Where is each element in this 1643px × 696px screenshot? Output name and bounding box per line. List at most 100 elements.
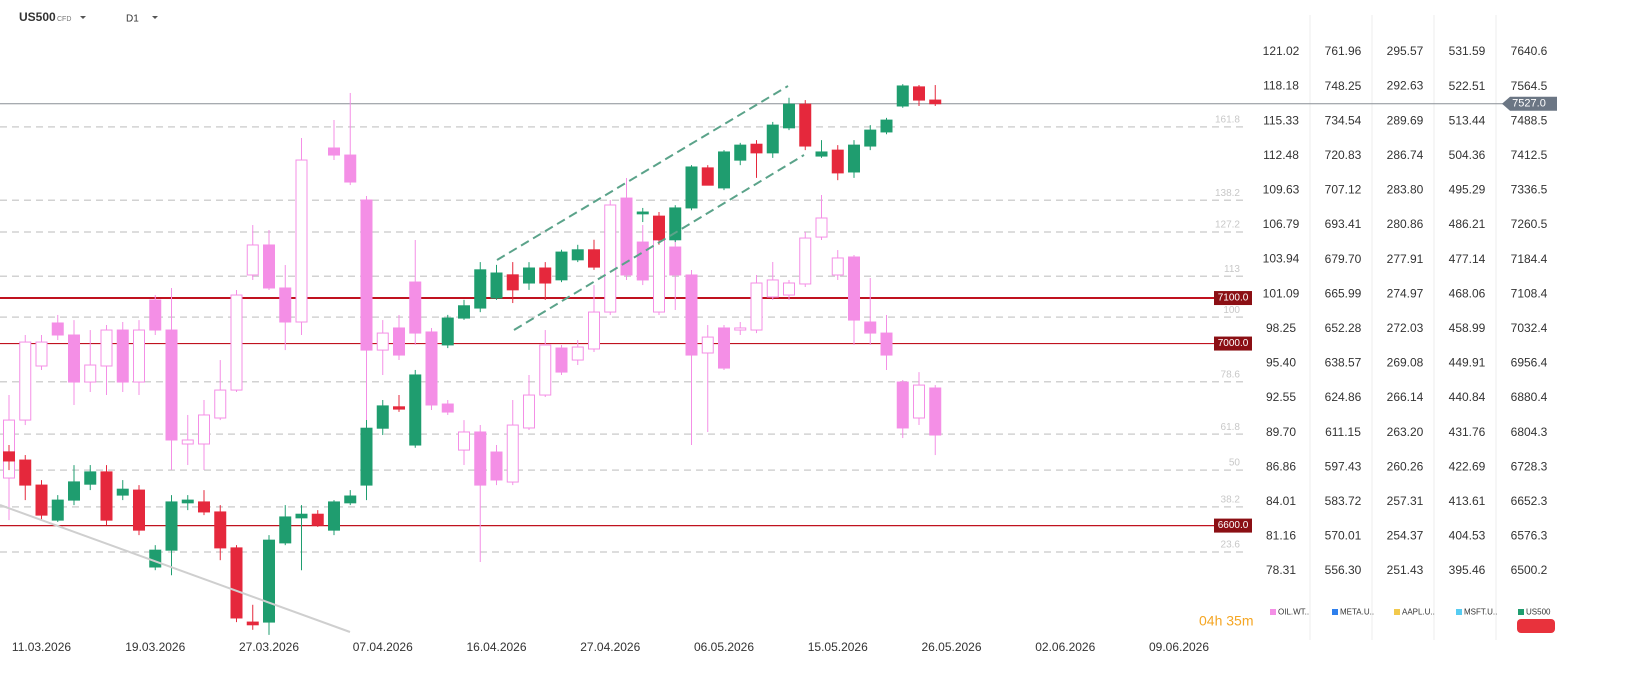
y-tick-label: 513.44 [1449, 113, 1486, 127]
candle-body [51, 499, 64, 521]
y-tick-label: 6956.4 [1511, 356, 1548, 370]
y-tick-label: 266.14 [1387, 390, 1424, 404]
y-tick-label: 611.15 [1325, 425, 1361, 439]
y-tick-label: 449.91 [1449, 356, 1486, 370]
candle-body [279, 516, 292, 544]
price-level-label: 6600.0 [1218, 520, 1249, 531]
last-price-tag [1502, 96, 1557, 111]
candle-body [539, 267, 552, 284]
y-tick-label: 89.70 [1266, 425, 1296, 439]
candle-body [149, 299, 162, 331]
candle-body [734, 327, 747, 331]
candle-body [458, 431, 470, 451]
candle-body [848, 256, 860, 321]
y-tick-label: 638.57 [1325, 356, 1362, 370]
candle-body [734, 144, 747, 161]
legend-label: OIL.WT.. [1278, 608, 1309, 617]
candle-body [263, 539, 275, 623]
candle-body [198, 414, 210, 445]
y-tick-label: 679.70 [1325, 252, 1362, 266]
candle-body [116, 329, 129, 383]
y-tick-label: 92.55 [1266, 390, 1296, 404]
symbol[interactable]: US500 [19, 10, 56, 24]
y-tick-label: 280.86 [1387, 217, 1424, 231]
y-tick-label: 6804.3 [1511, 425, 1548, 439]
candle-body [669, 207, 682, 241]
y-tick-label: 295.57 [1387, 44, 1424, 58]
channel-lower[interactable] [513, 154, 805, 331]
candle-body [279, 287, 292, 323]
candle-body [68, 334, 80, 383]
candle-body [214, 389, 227, 419]
candle-body [506, 424, 519, 483]
legend-swatch [1332, 609, 1338, 615]
x-tick-label: 09.06.2026 [1149, 640, 1209, 654]
candle-body [783, 282, 795, 296]
y-tick-label: 720.83 [1325, 148, 1362, 162]
candle-body [35, 484, 48, 516]
y-tick-label: 98.25 [1266, 321, 1296, 335]
candle-body [3, 451, 15, 462]
y-tick-label: 440.84 [1449, 390, 1486, 404]
candle-body [425, 331, 438, 406]
y-tick-label: 624.86 [1325, 390, 1362, 404]
candle-body [149, 549, 162, 568]
candle-body [133, 489, 145, 531]
timeframe[interactable]: D1 [126, 14, 139, 25]
fib-label: 113 [1224, 264, 1240, 275]
candle-body [555, 251, 568, 281]
action-button[interactable] [1517, 619, 1555, 633]
fib-label: 23.6 [1221, 540, 1241, 551]
candle-body [409, 374, 422, 446]
candle-body [360, 427, 373, 486]
y-tick-label: 84.01 [1266, 494, 1296, 508]
candle-body [636, 241, 649, 281]
candle-body [701, 336, 714, 354]
y-tick-label: 7640.6 [1511, 44, 1548, 58]
candle-body [246, 621, 259, 626]
symbol-dropdown[interactable] [80, 16, 86, 19]
y-tick-label: 274.97 [1387, 286, 1424, 300]
candle-body [116, 488, 129, 496]
candle-body [165, 329, 178, 441]
x-tick-label: 11.03.2026 [12, 640, 71, 654]
y-tick-label: 115.33 [1263, 113, 1299, 127]
x-tick-label: 02.06.2026 [1035, 640, 1095, 654]
x-tick-label: 26.05.2026 [921, 640, 981, 654]
candle-body [51, 322, 64, 336]
candle-body [588, 311, 600, 350]
candle-body [799, 103, 812, 147]
candle-body [295, 159, 308, 323]
y-tick-label: 693.41 [1325, 217, 1362, 231]
candle-body [441, 403, 454, 413]
candle-body [653, 215, 665, 241]
y-tick-label: 101.09 [1263, 286, 1300, 300]
candle-body [799, 237, 812, 285]
timeframe-dropdown[interactable] [152, 16, 158, 19]
candle-body [506, 274, 519, 291]
candle-body [896, 85, 909, 107]
y-tick-label: 81.16 [1266, 529, 1296, 543]
candle-body [490, 272, 503, 299]
candle-body [474, 269, 487, 309]
candle-body [880, 119, 893, 133]
candle-body [523, 394, 535, 429]
candle-body [604, 204, 617, 313]
y-tick-label: 103.94 [1263, 252, 1300, 266]
y-tick-label: 7488.5 [1511, 113, 1548, 127]
candle-body [718, 151, 730, 189]
y-tick-label: 86.86 [1266, 459, 1296, 473]
trend-line[interactable] [0, 504, 351, 633]
candle-body [766, 279, 779, 298]
y-tick-label: 118.18 [1263, 79, 1299, 93]
y-tick-label: 395.46 [1449, 563, 1486, 577]
candle-body [441, 317, 454, 346]
channel-upper[interactable] [496, 85, 789, 261]
candle-body [490, 451, 503, 481]
y-tick-label: 665.99 [1325, 286, 1362, 300]
candle-body [571, 346, 584, 361]
y-tick-label: 7184.4 [1511, 252, 1548, 266]
x-tick-label: 15.05.2026 [808, 640, 868, 654]
candle-body [571, 249, 584, 261]
instrument-type: CFD [57, 16, 71, 23]
